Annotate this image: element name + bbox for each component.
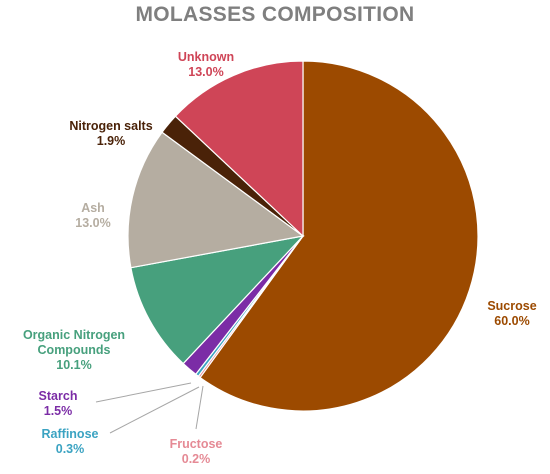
pie-slice-ash <box>127 131 305 269</box>
data-label-unknown: Unknown 13.0% <box>178 50 234 79</box>
data-label-sucrose: Sucrose 60.0% <box>487 299 536 328</box>
data-label-ash: Ash 13.0% <box>75 201 110 230</box>
leader-line-fructose <box>195 385 204 430</box>
pie-slice-sucrose <box>199 60 479 412</box>
data-label-raffinose: Raffinose 0.3% <box>42 427 99 456</box>
chart-title: MOLASSES COMPOSITION <box>135 3 415 26</box>
leader-line-starch <box>95 382 192 403</box>
pie-slice-unknown <box>174 60 304 238</box>
leader-line-raffinose <box>109 386 200 434</box>
data-label-nitrogen-salts: Nitrogen salts 1.9% <box>69 119 152 148</box>
data-label-fructose: Fructose 0.2% <box>170 437 223 466</box>
pie-slice-organic-nitrogen-compounds <box>130 235 305 365</box>
data-label-starch: Starch 1.5% <box>39 389 78 418</box>
data-label-organic-nitrogen-compounds: Organic Nitrogen Compounds 10.1% <box>23 328 125 372</box>
